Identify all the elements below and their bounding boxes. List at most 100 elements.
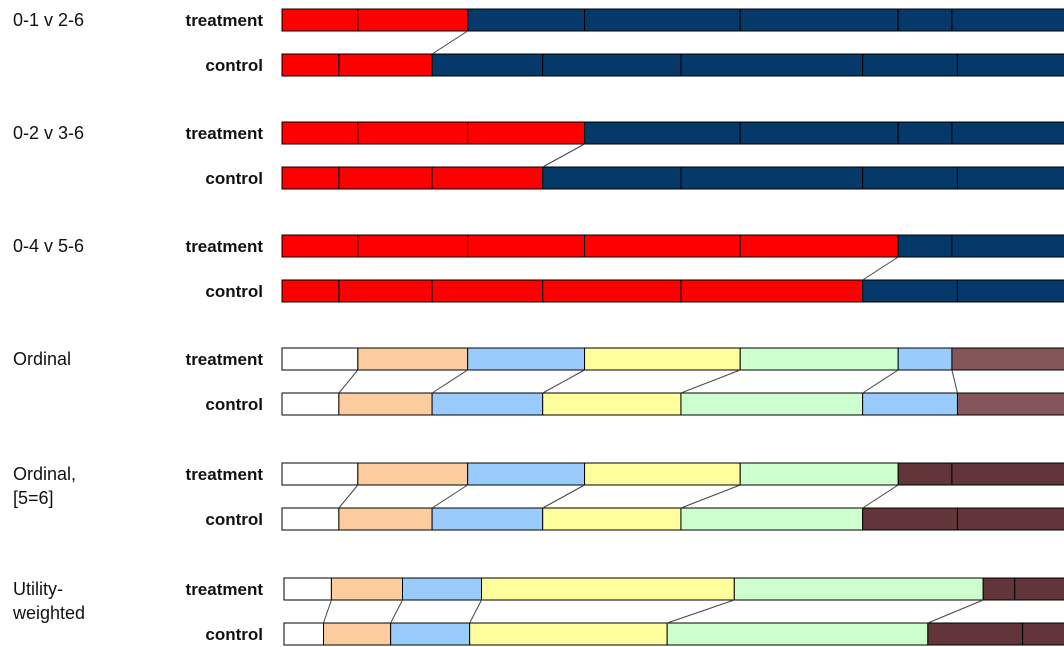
treatment-segment [281,347,359,371]
treatment-segment [897,462,953,486]
treatment-segment [357,121,469,145]
control-bar [281,166,1064,190]
treatment-segment [357,347,469,371]
control-segment [666,622,929,646]
panel-label-line: 0-1 v 2-6 [13,10,84,30]
control-segment [542,166,682,190]
treatment-segment [739,8,899,32]
treatment-segment [951,462,1064,486]
connector-line [431,369,468,394]
treatment-segment [897,234,953,258]
panel-label-line: weighted [12,603,85,623]
control-segment [927,622,1024,646]
treatment-segment [897,121,953,145]
control-label: control [205,282,263,301]
panel-label-line: Utility- [13,579,63,599]
treatment-label: treatment [186,350,264,369]
control-segment [680,166,864,190]
control-segment [469,622,668,646]
treatment-segment [467,121,586,145]
control-segment [283,622,324,646]
control-segment [281,279,340,303]
control-segment [862,392,958,416]
control-segment [281,53,340,77]
treatment-segment [951,8,1064,32]
control-label: control [205,56,263,75]
treatment-segment [951,121,1064,145]
control-segment [281,507,340,531]
panel-label: 0-1 v 2-6 [13,10,84,30]
control-segment [680,507,864,531]
treatment-segment [739,234,899,258]
control-segment [956,507,1064,531]
connector-line [680,484,741,509]
panel-label-line: 0-2 v 3-6 [13,123,84,143]
control-label: control [205,169,263,188]
treatment-bar [283,577,1064,601]
treatment-segment [281,462,359,486]
connector-line [862,484,899,509]
treatment-segment [584,347,741,371]
treatment-segment [481,577,735,601]
treatment-segment [330,577,403,601]
treatment-segment [281,121,359,145]
control-segment [956,166,1064,190]
treatment-segment [467,347,586,371]
control-segment [281,166,340,190]
treatment-segment [402,577,482,601]
control-segment [338,392,433,416]
connector-line [542,143,585,168]
control-label: control [205,510,263,529]
panel-0-1-v-2-6: 0-1 v 2-6 treatment control [13,8,1064,77]
treatment-segment [467,462,586,486]
control-segment [542,53,682,77]
panel-label-line: Ordinal, [13,464,76,484]
control-segment [956,392,1064,416]
treatment-segment [951,234,1064,258]
control-segment [1022,622,1064,646]
treatment-label: treatment [186,580,264,599]
connector-line [951,369,958,394]
control-segment [338,53,433,77]
control-segment [431,392,544,416]
panel-label-line: Ordinal [13,349,71,369]
connector-line [338,484,359,509]
control-segment [680,53,864,77]
control-segment [680,279,864,303]
treatment-segment [357,462,469,486]
treatment-segment [357,8,469,32]
panel-label-line: 0-4 v 5-6 [13,236,84,256]
control-segment [956,279,1064,303]
control-segment [338,507,433,531]
connector-line [390,599,403,624]
connector-line [431,30,468,55]
treatment-segment [584,462,741,486]
panel-label-line: [5=6] [13,488,54,508]
panel-label: 0-4 v 5-6 [13,236,84,256]
control-segment [680,392,864,416]
treatment-label: treatment [186,11,264,30]
treatment-segment [357,234,469,258]
control-label: control [205,395,263,414]
control-bar [283,622,1064,646]
connector-line [323,599,332,624]
treatment-label: treatment [186,237,264,256]
treatment-segment [733,577,984,601]
treatment-bar [281,234,1064,258]
connector-line [542,369,585,394]
control-segment [281,392,340,416]
treatment-bar [281,462,1064,486]
control-segment [862,279,958,303]
connector-line [862,256,899,281]
treatment-segment [281,8,359,32]
control-segment [862,166,958,190]
control-segment [431,166,544,190]
treatment-bar [281,121,1064,145]
treatment-segment [283,577,332,601]
panel-label: Ordinal [13,349,71,369]
treatment-segment [739,121,899,145]
treatment-segment [951,347,1064,371]
control-segment [862,53,958,77]
panel-label: Utility-weighted [12,579,85,623]
